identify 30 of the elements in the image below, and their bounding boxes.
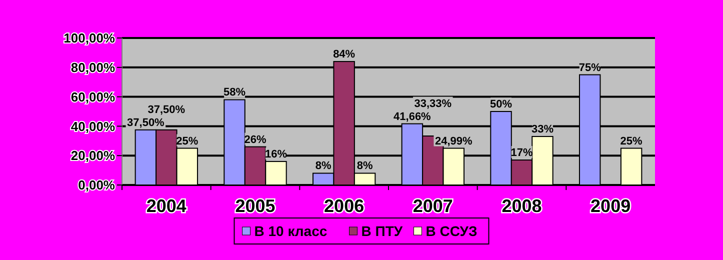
y-tick-label: 0,00%: [78, 178, 116, 193]
y-tick-label: 40,00%: [70, 118, 116, 134]
data-label: 16%: [264, 148, 288, 160]
legend-label: В ССУЗ: [426, 223, 478, 239]
data-label: 41,66%: [394, 110, 432, 123]
x-tick-label: 2006: [324, 196, 364, 216]
y-tick-label: 60,00%: [70, 89, 116, 104]
data-label: 37,50%: [127, 116, 165, 129]
x-tick-label: 2008: [502, 196, 542, 216]
data-label: 25%: [620, 135, 643, 148]
data-label: 37,50%: [148, 104, 186, 116]
y-tick-label: 100,00%: [64, 30, 116, 46]
data-label: 84%: [333, 48, 356, 61]
y-tick-label: 80,00%: [70, 60, 116, 75]
data-label: 33%: [531, 123, 554, 136]
data-label: 58%: [224, 86, 246, 99]
data-label: 25%: [176, 135, 198, 148]
data-label: 33,33%: [414, 98, 452, 110]
y-tick-label: 20,00%: [70, 148, 116, 164]
x-tick-label: 2007: [412, 196, 453, 216]
x-tick-label: 2004: [146, 196, 186, 216]
x-tick-label: 2009: [590, 196, 631, 216]
data-label: 8%: [356, 160, 373, 172]
legend-label: В ПТУ: [361, 223, 403, 239]
x-tick-label: 2005: [235, 196, 276, 216]
data-label: 75%: [578, 62, 602, 74]
legend-label: В 10 класс: [254, 223, 328, 239]
data-label: 50%: [490, 98, 512, 110]
data-label: 24,99%: [434, 135, 473, 148]
data-label: 8%: [315, 160, 332, 172]
